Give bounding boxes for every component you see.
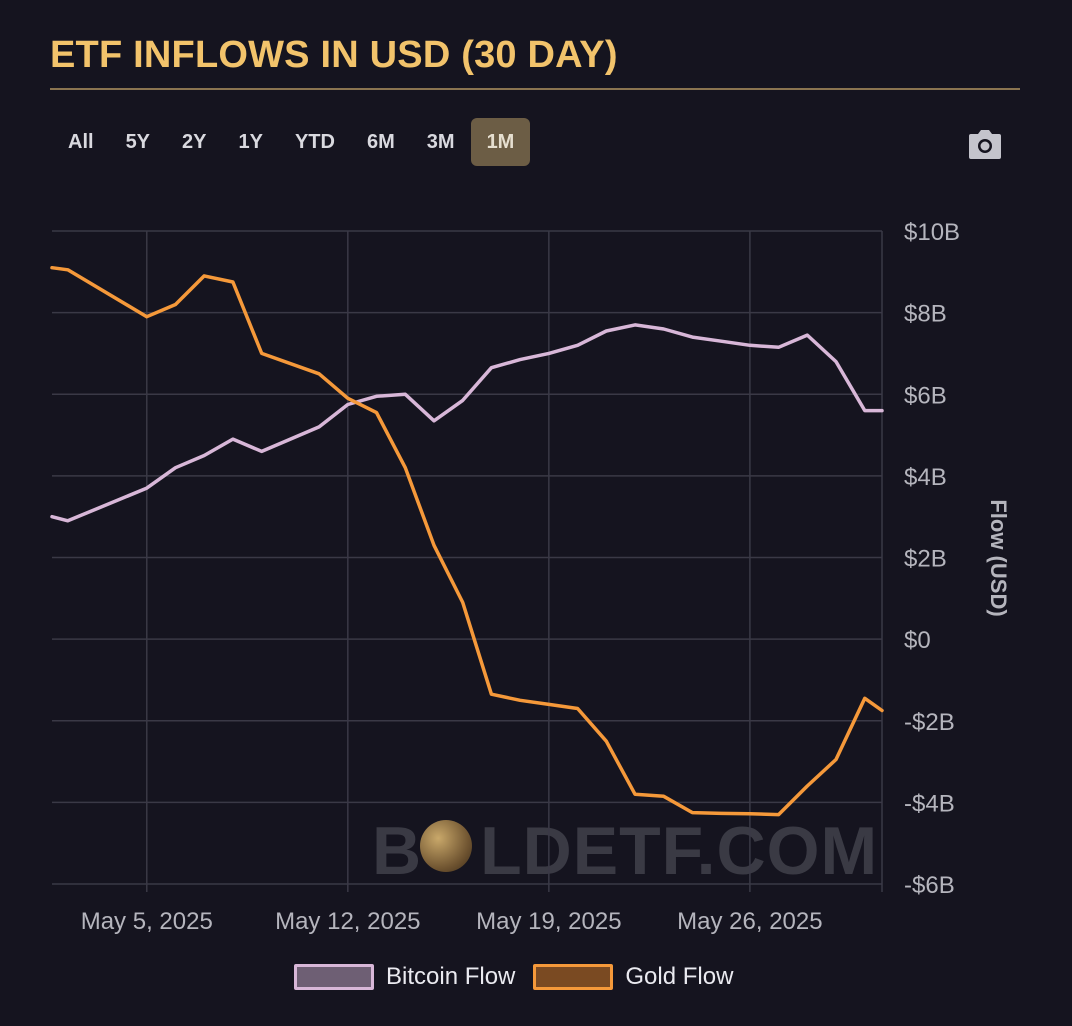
- y-tick-label: -$2B: [904, 709, 955, 736]
- legend-label-bitcoin: Bitcoin Flow: [386, 963, 516, 990]
- range-button-2y[interactable]: 2Y: [182, 130, 207, 153]
- range-button-1y[interactable]: 1Y: [238, 130, 263, 153]
- series-line-bitcoin: [50, 323, 884, 523]
- legend-label-gold: Gold Flow: [625, 963, 734, 990]
- range-button-ytd[interactable]: YTD: [294, 130, 335, 153]
- range-selector: All 5Y 2Y 1Y YTD 6M 3M 1M: [52, 118, 531, 166]
- range-button-all[interactable]: All: [68, 130, 94, 153]
- y-tick-label: $2B: [904, 546, 947, 573]
- watermark: B LDETF.COM: [372, 813, 879, 889]
- chart-canvas: $10B $8B $6B $4B $2B $0 -$2B -$4B -$6B May 5, 202…: [50, 219, 960, 935]
- legend-item-gold[interactable]: Gold Flow: [533, 963, 733, 991]
- range-button-1m[interactable]: 1M: [470, 118, 531, 166]
- legend: Bitcoin Flow Gold Flow: [294, 960, 733, 994]
- series-line-gold: [50, 265, 884, 817]
- x-tick-label: May 12, 2025: [275, 908, 420, 935]
- range-button-6m[interactable]: 6M: [366, 130, 395, 153]
- y-tick-label: -$6B: [904, 872, 955, 899]
- legend-swatch-bitcoin: [294, 964, 374, 990]
- chart-title: ETF INFLOWS IN USD (30 DAY): [50, 34, 618, 76]
- legend-swatch-gold: [533, 964, 614, 990]
- y-tick-label: $10B: [904, 219, 960, 246]
- y-axis-title: Flow (USD): [986, 499, 1011, 617]
- x-tick-label: May 26, 2025: [677, 908, 822, 935]
- coin-logo-icon: [420, 820, 472, 872]
- y-tick-label: $4B: [904, 464, 947, 491]
- x-tick-label: May 5, 2025: [81, 908, 213, 935]
- title-divider: [50, 88, 1020, 90]
- camera-icon[interactable]: [968, 128, 1002, 160]
- y-tick-label: $6B: [904, 382, 947, 409]
- y-tick-label: $8B: [904, 301, 947, 328]
- y-tick-label: -$4B: [904, 790, 955, 817]
- range-button-3m[interactable]: 3M: [426, 130, 455, 153]
- y-tick-label: $0: [904, 627, 931, 654]
- legend-item-bitcoin[interactable]: Bitcoin Flow: [294, 963, 515, 991]
- x-tick-label: May 19, 2025: [476, 908, 621, 935]
- range-button-5y[interactable]: 5Y: [125, 130, 151, 153]
